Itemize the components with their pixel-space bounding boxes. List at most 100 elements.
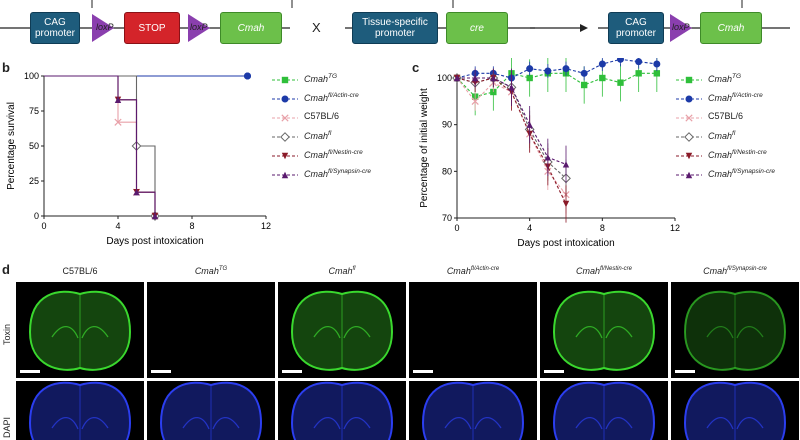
data-point (133, 189, 140, 196)
dapi-image (278, 381, 406, 440)
y-tick-label: 100 (437, 73, 452, 83)
data-point (562, 65, 570, 73)
legend-label: Cmahfl/Nestin-cre (708, 149, 767, 160)
tissue-promoter-box: Tissue-specific promoter (352, 12, 438, 44)
legend-swatch (272, 95, 298, 103)
scale-bar (151, 370, 171, 373)
toxin-image (278, 282, 406, 378)
y-tick-label: 80 (442, 166, 452, 176)
series-1 (453, 58, 661, 85)
column-label: Cmahfl/Actin-cre (446, 266, 500, 276)
data-point (617, 79, 624, 86)
loxp-label: loxP (96, 22, 114, 32)
legend-label: Cmahfl/Synapsin-cre (708, 168, 776, 179)
column-label: CmahTG (194, 266, 228, 276)
legend-swatch (272, 171, 298, 179)
dapi-image (671, 381, 799, 440)
hippocampus (51, 325, 109, 339)
data-point (544, 154, 552, 161)
data-point (599, 74, 606, 82)
toxin-image (409, 282, 537, 378)
legend-label: Cmahfl (304, 130, 332, 141)
data-point (635, 70, 642, 77)
series-line (456, 58, 657, 79)
legend-swatch (272, 152, 298, 160)
data-point (453, 74, 461, 82)
data-point (562, 200, 570, 208)
y-tick-label: 25 (29, 176, 39, 186)
cmah-gene-box: Cmah (220, 12, 282, 44)
loxp-marker (92, 14, 114, 42)
legend-swatch (676, 152, 702, 160)
data-point (471, 97, 479, 105)
weight-chart: 0 4 8 12 70 80 90 100 Days post intoxication Perc… (419, 58, 680, 249)
series-5 (44, 75, 159, 220)
loxp-marker (188, 14, 210, 42)
legend-label: Cmahfl/Synapsin-cre (304, 168, 372, 179)
data-point (114, 96, 122, 103)
x-axis-label: Days post intoxication (517, 238, 614, 249)
legend-label: Cmahfl (708, 130, 736, 141)
data-point (635, 58, 643, 66)
data-point (151, 212, 159, 220)
legend-label: Cmahfl/Actin-cre (708, 92, 763, 103)
x-axis-label: Days post intoxication (106, 236, 203, 247)
cag-promoter-box-2: CAG promoter (608, 12, 664, 44)
data-point (653, 60, 661, 68)
legend-label: CmahTG (708, 73, 742, 84)
hippocampus (313, 325, 371, 339)
hippocampus (575, 416, 633, 430)
data-point (598, 60, 606, 68)
survival-chart: 0 4 8 12 0 25 50 75 100 Days post intoxication Per… (6, 71, 271, 247)
loxp-label: loxP (672, 22, 690, 32)
data-point (653, 70, 661, 77)
legend-swatch (272, 132, 298, 142)
hippocampus (182, 416, 240, 430)
x-tick-label: 8 (189, 221, 194, 231)
y-tick-label: 75 (29, 106, 39, 116)
y-axis-label: Percentage survival (6, 102, 17, 190)
data-point (244, 72, 251, 80)
column-label: Cmahfl/Nestin-cre (575, 266, 633, 276)
toxin-image (671, 282, 799, 378)
row-label-toxin: Toxin (2, 323, 12, 345)
legend-label: Cmahfl/Nestin-cre (304, 149, 363, 160)
y-tick-label: 90 (442, 120, 452, 130)
x-tick-label: 8 (600, 223, 605, 233)
legend-swatch (676, 171, 702, 179)
x-tick-label: 4 (527, 223, 532, 233)
series-3 (44, 75, 160, 221)
x-tick-label: 12 (670, 223, 680, 233)
series-5 (453, 68, 570, 183)
legend-swatch (272, 114, 298, 122)
data-point (526, 121, 533, 128)
y-tick-label: 0 (34, 211, 39, 221)
scale-bar (20, 370, 40, 373)
y-tick-label: 50 (29, 141, 39, 151)
panel-letter-c: c (412, 60, 420, 75)
series-4 (44, 75, 159, 220)
data-point (508, 84, 515, 91)
legend-label: CmahTG (304, 73, 338, 84)
x-tick-label: 12 (261, 221, 271, 231)
scale-bar (544, 370, 564, 373)
hippocampus (706, 325, 764, 339)
data-point (617, 58, 624, 63)
cross-symbol: X (312, 20, 321, 35)
hippocampus (444, 416, 502, 430)
dapi-image (147, 381, 275, 440)
legend-swatch (272, 76, 298, 84)
toxin-image (16, 282, 144, 378)
x-tick-label: 4 (115, 221, 120, 231)
scale-bar (675, 370, 695, 373)
toxin-image (540, 282, 668, 378)
data-point (544, 67, 552, 75)
x-tick-label: 0 (41, 221, 46, 231)
legend-swatch (676, 132, 702, 142)
legend-swatch (676, 76, 702, 84)
scale-bar (413, 370, 433, 373)
scale-bar (282, 370, 302, 373)
legend-swatch (676, 114, 702, 122)
legend-label: C57BL/6 (708, 111, 744, 121)
data-point (471, 74, 479, 82)
